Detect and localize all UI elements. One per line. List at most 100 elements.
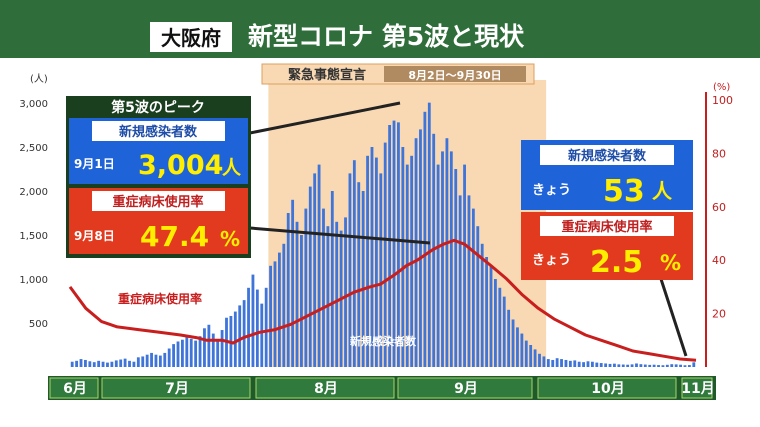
infection-bar <box>568 360 572 367</box>
infection-bar <box>529 345 533 367</box>
infection-bar <box>613 363 616 367</box>
right-tick-label: 60 <box>712 201 726 214</box>
month-label: 7月 <box>165 381 189 397</box>
infection-bar <box>366 155 369 367</box>
infection-bar <box>608 363 612 367</box>
peak-bed-label-bg <box>92 191 225 211</box>
infection-bar <box>374 157 378 367</box>
infection-bar <box>383 142 387 367</box>
infection-bar <box>524 340 528 367</box>
infection-bar <box>621 364 625 367</box>
left-axis-unit: (人) <box>30 73 48 85</box>
infection-bar <box>330 191 334 367</box>
infection-bar <box>70 361 74 367</box>
infection-bar <box>661 365 665 367</box>
infection-bar <box>423 111 427 367</box>
peak-infections-label: 新規感染者数 <box>119 124 198 140</box>
infection-bar <box>295 221 299 367</box>
infection-bar <box>238 305 242 367</box>
infection-bar <box>388 125 392 367</box>
infection-bar <box>370 147 374 367</box>
peak-bed-value: 47.4 <box>140 220 209 253</box>
infection-bar <box>498 287 502 367</box>
infection-bar <box>494 279 497 367</box>
infection-bar <box>546 359 550 367</box>
infection-bar <box>427 102 431 368</box>
month-label: 6月 <box>63 381 87 397</box>
infection-bar <box>326 226 330 367</box>
infection-bar <box>582 362 585 367</box>
month-cell <box>397 377 533 399</box>
peak-infections-label-bg <box>92 121 225 141</box>
month-cell <box>49 377 99 399</box>
today-infections-word: きょう <box>532 183 571 198</box>
today-bed-label-bg <box>540 216 674 236</box>
infection-bar <box>189 338 193 367</box>
infection-bar <box>211 333 215 367</box>
infection-bar <box>564 359 568 367</box>
peak-infections-unit: 人 <box>222 157 242 179</box>
today-bed-word: きょう <box>532 253 571 268</box>
infection-bar <box>445 138 449 367</box>
infection-bar <box>167 348 171 367</box>
infection-bar <box>379 173 383 367</box>
infection-bar <box>163 352 167 367</box>
infection-bar <box>247 287 250 367</box>
infection-bar <box>335 221 339 367</box>
peak-bed-label: 重症病床使用率 <box>112 194 203 210</box>
infection-bar <box>136 357 140 367</box>
infection-bar <box>480 243 484 367</box>
peak-bed-date: 9月8日 <box>74 229 115 243</box>
infection-bar <box>291 199 295 367</box>
peak-infections-value: 3,004 <box>138 150 223 181</box>
infection-bar <box>79 359 83 367</box>
month-label: 10月 <box>591 381 624 397</box>
infection-bar <box>507 309 511 367</box>
infection-bar <box>282 243 286 367</box>
right-tick-label: 100 <box>712 94 733 107</box>
month-cell <box>681 377 713 399</box>
infection-bar <box>599 363 603 367</box>
infection-bar <box>128 360 131 367</box>
infection-bar <box>114 360 118 367</box>
peak-heading: 第5波のピーク <box>111 99 205 116</box>
month-cell <box>101 377 251 399</box>
infection-bar <box>586 361 590 367</box>
infection-bar <box>463 164 466 367</box>
infection-bar <box>683 365 687 367</box>
infection-bar <box>255 289 259 367</box>
infection-bar <box>449 151 453 367</box>
infection-bar <box>577 361 581 367</box>
infection-bar <box>92 362 96 367</box>
infection-bar <box>357 182 361 367</box>
infection-bar <box>308 186 312 367</box>
infection-bar <box>419 129 422 367</box>
infection-bar <box>555 358 559 367</box>
infection-bar <box>476 226 480 367</box>
infection-bar <box>75 360 79 367</box>
peak-bed-unit: % <box>220 227 240 251</box>
infection-bar <box>141 356 145 367</box>
prefecture-box <box>150 22 232 52</box>
emergency-period: 8月2日〜9月30日 <box>408 69 501 82</box>
month-label: 9月 <box>454 381 478 397</box>
today-callout-line <box>658 275 688 357</box>
infection-bar <box>630 364 634 367</box>
bed-callout-line <box>249 226 431 245</box>
infection-bar <box>304 208 308 367</box>
infection-bar <box>207 324 211 367</box>
prefecture-label: 大阪府 <box>161 26 221 50</box>
infection-bar <box>551 359 555 367</box>
infection-bar <box>286 213 290 367</box>
emergency-label: 緊急事態宣言 <box>288 67 366 83</box>
infection-bar <box>401 147 405 367</box>
bed-rate-line <box>68 238 697 362</box>
infection-bar <box>692 362 696 367</box>
today-bed-unit: % <box>660 251 681 275</box>
infection-bar <box>269 265 272 367</box>
infection-bar <box>397 122 400 367</box>
infection-bar <box>123 358 127 367</box>
today-bed-value: 2.5 <box>590 245 643 280</box>
infection-bar <box>639 364 643 367</box>
